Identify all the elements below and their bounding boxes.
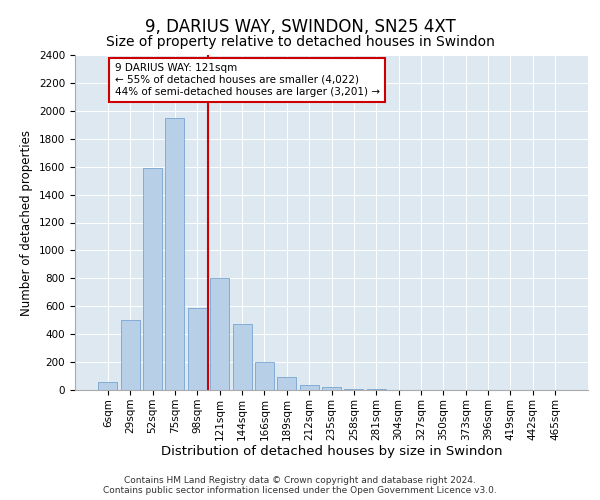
Text: 9, DARIUS WAY, SWINDON, SN25 4XT: 9, DARIUS WAY, SWINDON, SN25 4XT	[145, 18, 455, 36]
X-axis label: Distribution of detached houses by size in Swindon: Distribution of detached houses by size …	[161, 446, 502, 458]
Bar	[255, 362, 274, 390]
Text: 9 DARIUS WAY: 121sqm
← 55% of detached houses are smaller (4,022)
44% of semi-de: 9 DARIUS WAY: 121sqm ← 55% of detached h…	[115, 64, 380, 96]
Text: Contains public sector information licensed under the Open Government Licence v3: Contains public sector information licen…	[103, 486, 497, 495]
Bar	[98, 382, 118, 390]
Bar	[210, 278, 229, 390]
Text: Size of property relative to detached houses in Swindon: Size of property relative to detached ho…	[106, 35, 494, 49]
Text: Contains HM Land Registry data © Crown copyright and database right 2024.: Contains HM Land Registry data © Crown c…	[124, 476, 476, 485]
Bar	[277, 378, 296, 390]
Bar	[166, 118, 184, 390]
Bar	[121, 320, 140, 390]
Bar	[143, 168, 162, 390]
Bar	[188, 308, 207, 390]
Bar	[233, 324, 251, 390]
Bar	[299, 385, 319, 390]
Bar	[344, 389, 364, 390]
Bar	[322, 386, 341, 390]
Y-axis label: Number of detached properties: Number of detached properties	[20, 130, 34, 316]
